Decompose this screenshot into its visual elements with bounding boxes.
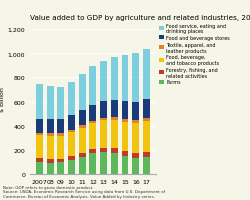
Bar bbox=[142, 119, 149, 122]
Bar bbox=[132, 54, 139, 102]
Bar bbox=[100, 121, 107, 148]
Bar bbox=[121, 122, 128, 151]
Bar bbox=[89, 154, 96, 174]
Bar bbox=[132, 158, 139, 174]
Bar bbox=[57, 119, 64, 134]
Bar bbox=[68, 116, 75, 130]
Bar bbox=[121, 101, 128, 119]
Bar bbox=[89, 67, 96, 105]
Bar bbox=[121, 156, 128, 174]
Bar bbox=[68, 157, 75, 160]
Legend: Food service, eating and
drinking places, Food and beverage stores, Textile, app: Food service, eating and drinking places… bbox=[159, 23, 229, 85]
Bar bbox=[132, 121, 139, 124]
Bar bbox=[89, 149, 96, 154]
Bar bbox=[142, 50, 149, 100]
Bar bbox=[78, 153, 85, 157]
Text: Value added to GDP by agriculture and related industries, 2007-17: Value added to GDP by agriculture and re… bbox=[30, 15, 250, 21]
Bar bbox=[36, 85, 43, 119]
Bar bbox=[46, 134, 53, 136]
Bar bbox=[89, 121, 96, 124]
Bar bbox=[68, 83, 75, 116]
Bar bbox=[57, 87, 64, 119]
Bar bbox=[100, 118, 107, 121]
Bar bbox=[57, 136, 64, 159]
Bar bbox=[110, 148, 117, 153]
Bar bbox=[36, 158, 43, 162]
Bar bbox=[110, 153, 117, 174]
Bar bbox=[46, 160, 53, 163]
Bar bbox=[121, 56, 128, 101]
Bar bbox=[36, 162, 43, 174]
Bar bbox=[100, 148, 107, 152]
Bar bbox=[46, 86, 53, 119]
Bar bbox=[68, 130, 75, 133]
Bar bbox=[46, 136, 53, 160]
Bar bbox=[110, 58, 117, 100]
Bar bbox=[57, 134, 64, 136]
Bar bbox=[132, 124, 139, 153]
Bar bbox=[89, 105, 96, 121]
Bar bbox=[36, 119, 43, 133]
Bar bbox=[78, 126, 85, 128]
Bar bbox=[142, 100, 149, 119]
Bar bbox=[46, 119, 53, 134]
Bar bbox=[57, 159, 64, 163]
Bar bbox=[100, 152, 107, 174]
Bar bbox=[142, 157, 149, 174]
Bar bbox=[46, 163, 53, 174]
Bar bbox=[110, 121, 117, 148]
Bar bbox=[68, 133, 75, 157]
Bar bbox=[78, 128, 85, 153]
Bar bbox=[78, 75, 85, 111]
Bar bbox=[142, 122, 149, 152]
Bar bbox=[132, 153, 139, 158]
Bar bbox=[100, 62, 107, 101]
Y-axis label: $ billion: $ billion bbox=[0, 87, 5, 111]
Bar bbox=[36, 136, 43, 158]
Bar bbox=[121, 119, 128, 122]
Bar bbox=[89, 124, 96, 149]
Bar bbox=[110, 118, 117, 121]
Bar bbox=[68, 160, 75, 174]
Bar bbox=[36, 133, 43, 136]
Bar bbox=[110, 100, 117, 118]
Bar bbox=[142, 152, 149, 157]
Bar bbox=[78, 111, 85, 126]
Text: Note: GDP refers to gross domestic product.
Source: USDA, Economic Research Serv: Note: GDP refers to gross domestic produ… bbox=[2, 185, 164, 198]
Bar bbox=[121, 151, 128, 156]
Bar bbox=[100, 101, 107, 118]
Bar bbox=[78, 157, 85, 174]
Bar bbox=[132, 102, 139, 121]
Bar bbox=[57, 163, 64, 174]
